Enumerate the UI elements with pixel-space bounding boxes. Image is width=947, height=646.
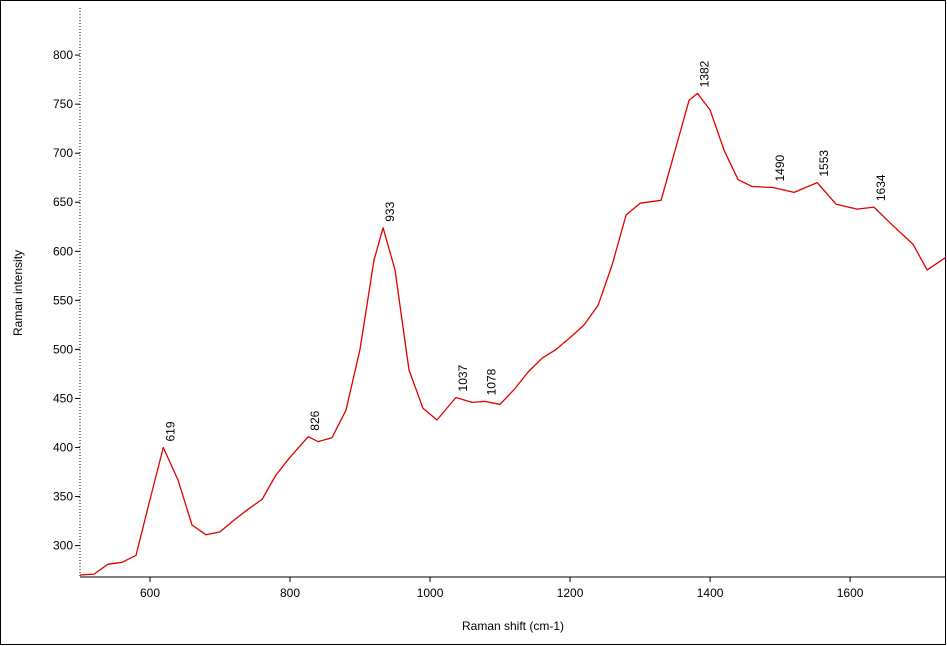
peak-label: 933 bbox=[383, 201, 397, 221]
peak-label: 1634 bbox=[874, 174, 888, 201]
y-tick-label: 500 bbox=[53, 342, 73, 356]
peak-label: 619 bbox=[163, 421, 177, 441]
y-tick-label: 700 bbox=[53, 146, 73, 160]
x-tick-label: 800 bbox=[280, 586, 300, 600]
x-tick-label: 1200 bbox=[557, 586, 584, 600]
y-tick-label: 300 bbox=[53, 539, 73, 553]
spectrum-line bbox=[79, 92, 947, 576]
y-tick-label: 400 bbox=[53, 441, 73, 455]
peak-label: 1553 bbox=[817, 150, 831, 177]
y-axis-label: Raman intensity bbox=[11, 250, 25, 336]
y-tick-label: 750 bbox=[53, 97, 73, 111]
peak-label: 1490 bbox=[773, 155, 787, 182]
x-tick-label: 1600 bbox=[837, 586, 864, 600]
y-tick-label: 600 bbox=[53, 244, 73, 258]
peak-label: 1037 bbox=[456, 364, 470, 391]
y-tick-label: 450 bbox=[53, 391, 73, 405]
x-tick-label: 1000 bbox=[417, 586, 444, 600]
peak-label: 1382 bbox=[697, 60, 711, 87]
x-tick-label: 600 bbox=[140, 586, 160, 600]
peak-label: 1078 bbox=[485, 368, 499, 395]
y-tick-label: 650 bbox=[53, 195, 73, 209]
x-axis-label: Raman shift (cm-1) bbox=[462, 619, 564, 633]
y-tick-label: 550 bbox=[53, 293, 73, 307]
x-tick-label: 1400 bbox=[697, 586, 724, 600]
y-tick-label: 350 bbox=[53, 490, 73, 504]
y-tick-label: 800 bbox=[53, 48, 73, 62]
peak-label: 826 bbox=[308, 410, 322, 430]
